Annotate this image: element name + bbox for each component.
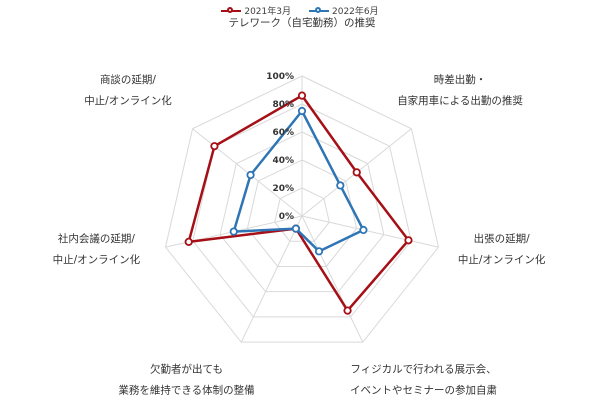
data-point-0-0 [297, 91, 307, 100]
data-point-0-2 [404, 236, 413, 245]
grid-ring [219, 131, 385, 293]
tick-label: 0% [279, 212, 294, 222]
grid-ring [164, 75, 440, 343]
axis-label: 出張の延期/ [474, 232, 530, 245]
legend-item-2022: 2022年6月 [309, 4, 379, 17]
data-point-1-4 [291, 224, 301, 233]
grid-spoke [240, 215, 303, 343]
data-point-1-1 [336, 181, 345, 190]
data-point-1-2 [359, 225, 368, 235]
axis-label: 社内会議の延期/ [58, 232, 135, 245]
axis-label: 中止/オンライン化 [458, 253, 546, 266]
data-point-0-1 [352, 168, 361, 177]
tick-label: 60% [272, 128, 294, 138]
legend-marker-2021 [221, 6, 242, 16]
legend-label-2022: 2022年6月 [332, 7, 379, 17]
tick-label: 20% [272, 184, 294, 194]
data-point-1-5 [229, 227, 238, 236]
grid-spoke [301, 215, 439, 248]
axis-label: イベントやセミナーの参加自粛 [350, 383, 497, 396]
legend: 2021年3月 2022年6月 [0, 4, 600, 17]
axis-label: 業務を維持できる体制の整備 [118, 383, 254, 396]
grid-spoke [301, 215, 364, 343]
data-point-1-0 [297, 106, 307, 116]
axis-label: 時差出勤・ [434, 73, 487, 86]
data-point-1-3 [314, 247, 324, 256]
legend-item-2021: 2021年3月 [221, 4, 291, 17]
data-point-0-3 [343, 306, 352, 315]
axis-label: 中止/オンライン化 [84, 94, 172, 107]
data-point-1-6 [246, 170, 255, 180]
grid-spoke [192, 128, 303, 217]
axis-label: 欠勤者が出ても [150, 362, 223, 375]
grid-ring [274, 187, 330, 242]
tick-label: 80% [272, 100, 294, 110]
legend-marker-2022 [309, 6, 329, 16]
axis-label: 中止/オンライン化 [53, 253, 141, 266]
legend-label-2021: 2021年3月 [244, 7, 291, 17]
axis-label: フィジカルで行われる展示会、 [350, 362, 496, 375]
data-point-0-6 [210, 142, 219, 151]
axis-label: 商談の延期/ [100, 73, 156, 86]
data-point-0-5 [184, 237, 193, 246]
series-line-0 [187, 94, 410, 312]
tick-label: 100% [266, 72, 294, 82]
tick-label: 40% [272, 156, 294, 166]
axis-label: 自家用車による出勤の推奨 [397, 94, 523, 107]
axis-label: テレワーク（自宅勤務）の推奨 [229, 16, 376, 29]
grid-ring [246, 159, 358, 267]
series-line-1 [232, 109, 365, 253]
